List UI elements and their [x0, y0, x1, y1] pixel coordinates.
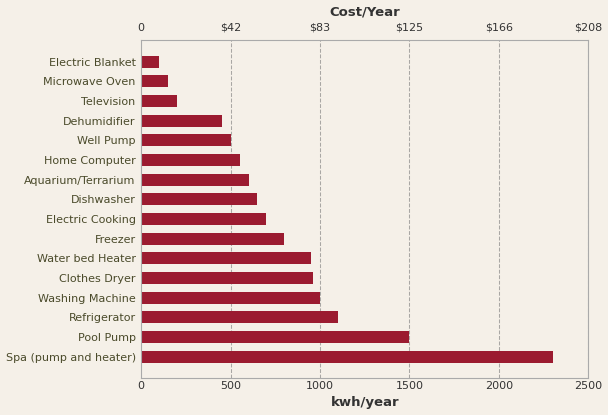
X-axis label: kwh/year: kwh/year: [331, 396, 399, 410]
Bar: [141, 134, 230, 146]
Bar: [141, 331, 409, 343]
Bar: [141, 213, 266, 225]
Bar: [141, 115, 222, 127]
X-axis label: Cost/Year: Cost/Year: [330, 5, 400, 19]
Bar: [141, 272, 313, 284]
Bar: [141, 252, 311, 264]
Bar: [141, 311, 338, 323]
Bar: [141, 173, 249, 186]
Bar: [141, 95, 177, 107]
Bar: [141, 351, 553, 363]
Bar: [141, 292, 320, 304]
Bar: [141, 56, 159, 68]
Bar: [141, 75, 168, 88]
Bar: [141, 232, 285, 245]
Bar: [141, 154, 240, 166]
Bar: [141, 193, 257, 205]
